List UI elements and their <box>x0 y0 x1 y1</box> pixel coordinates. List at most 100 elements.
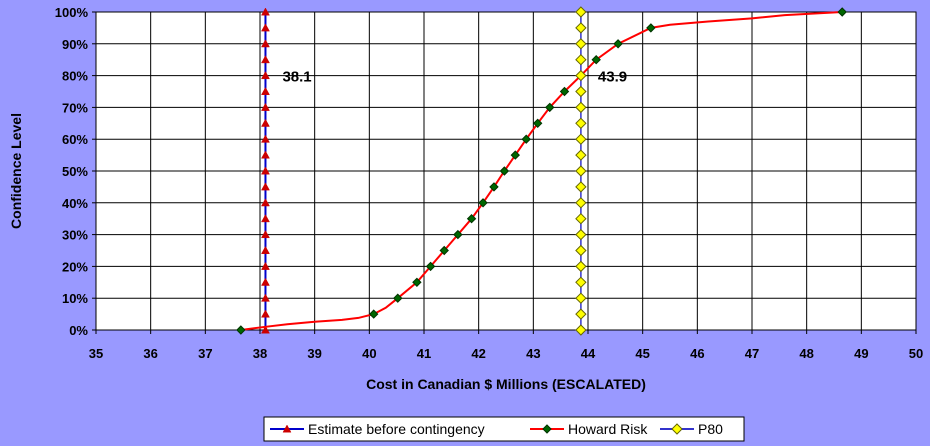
data-point <box>261 118 270 127</box>
data-point <box>453 229 463 240</box>
x-tick-label: 46 <box>690 346 704 361</box>
data-point <box>575 292 587 304</box>
data-point <box>613 39 623 49</box>
y-tick-label: 50% <box>62 164 88 179</box>
x-tick-label: 48 <box>799 346 813 361</box>
data-point <box>261 293 270 302</box>
data-point <box>575 38 587 50</box>
data-point <box>466 213 477 224</box>
data-point <box>510 150 521 160</box>
data-point <box>575 149 587 161</box>
data-point <box>575 53 587 66</box>
data-point <box>545 102 555 113</box>
data-point <box>261 309 270 318</box>
x-tick-label: 36 <box>143 346 157 361</box>
y-tick-label: 30% <box>62 228 88 243</box>
data-point <box>261 39 270 48</box>
series-2 <box>575 6 587 336</box>
y-tick-label: 40% <box>62 196 88 211</box>
data-point <box>368 309 379 319</box>
data-point <box>236 325 246 335</box>
data-point <box>575 244 587 257</box>
data-point <box>559 86 570 97</box>
data-point <box>837 7 847 17</box>
data-point <box>261 277 270 286</box>
legend-marker <box>542 424 552 434</box>
y-tick-label: 70% <box>62 100 88 115</box>
x-tick-label: 45 <box>635 346 649 361</box>
legend-label: Howard Risk <box>568 421 648 437</box>
x-tick-label: 50 <box>909 346 923 361</box>
data-point <box>261 71 270 80</box>
legend-label: P80 <box>698 421 723 437</box>
data-point <box>489 182 499 192</box>
x-tick-label: 40 <box>362 346 376 361</box>
series-0 <box>261 7 270 334</box>
y-tick-label: 20% <box>62 259 88 274</box>
data-point <box>261 325 270 334</box>
data-point <box>591 54 601 65</box>
legend: Estimate before contingency Howard Risk P8… <box>263 416 745 442</box>
data-point <box>575 324 587 336</box>
data-point <box>261 245 270 254</box>
data-point <box>646 23 656 33</box>
data-point <box>575 101 587 114</box>
data-point <box>261 230 270 239</box>
y-tick-label: 10% <box>62 291 88 306</box>
x-tick-label: 38 <box>253 346 267 361</box>
legend-item: P80 <box>660 421 723 437</box>
legend-item: Howard Risk <box>530 421 648 437</box>
x-axis-title: Cost in Canadian $ Millions (ESCALATED) <box>366 376 646 392</box>
data-point <box>261 86 270 95</box>
data-point <box>261 166 270 175</box>
y-tick-label: 0% <box>69 323 88 338</box>
data-point <box>425 261 436 272</box>
x-tick-label: 35 <box>89 346 103 361</box>
data-point <box>439 245 449 256</box>
x-tick-label: 37 <box>198 346 212 361</box>
data-point <box>575 117 587 130</box>
data-point <box>393 293 403 303</box>
data-point <box>575 212 587 225</box>
data-point <box>575 276 587 289</box>
y-axis-ticks: 0% 10% 20% 30% 40% 50% 60% 70% 80% 90% 100% <box>55 5 96 338</box>
data-point <box>478 198 488 208</box>
data-point <box>261 261 270 270</box>
data-point <box>261 198 270 207</box>
x-tick-label: 47 <box>745 346 759 361</box>
x-tick-label: 39 <box>307 346 321 361</box>
data-point <box>261 55 270 64</box>
data-point <box>575 6 587 18</box>
legend-marker <box>282 424 292 433</box>
y-tick-label: 80% <box>62 69 88 84</box>
data-point <box>261 23 270 32</box>
data-point <box>575 22 587 34</box>
data-label: 43.9 <box>598 69 627 86</box>
x-axis-ticks: 35 36 37 38 39 40 41 42 43 44 45 46 47 48 49 50 <box>89 330 923 361</box>
series-layer <box>236 6 847 336</box>
x-tick-label: 41 <box>417 346 431 361</box>
data-point <box>521 134 531 144</box>
annotations: 38.1 43.9 <box>282 69 627 86</box>
x-tick-label: 49 <box>854 346 868 361</box>
data-point <box>575 181 587 193</box>
data-point <box>575 308 587 320</box>
x-tick-label: 44 <box>581 346 596 361</box>
data-point <box>499 166 510 176</box>
data-point <box>261 150 270 159</box>
y-tick-label: 90% <box>62 37 88 52</box>
data-point <box>261 102 270 111</box>
data-point <box>575 260 587 273</box>
data-point <box>575 69 587 82</box>
data-point <box>261 134 270 143</box>
y-tick-label: 100% <box>55 5 89 20</box>
x-tick-label: 42 <box>471 346 485 361</box>
data-point <box>575 165 587 177</box>
data-point <box>261 214 270 223</box>
y-tick-label: 60% <box>62 132 88 147</box>
legend-marker <box>671 423 683 435</box>
data-point <box>532 118 543 129</box>
data-point <box>575 197 587 209</box>
data-point <box>575 85 587 98</box>
